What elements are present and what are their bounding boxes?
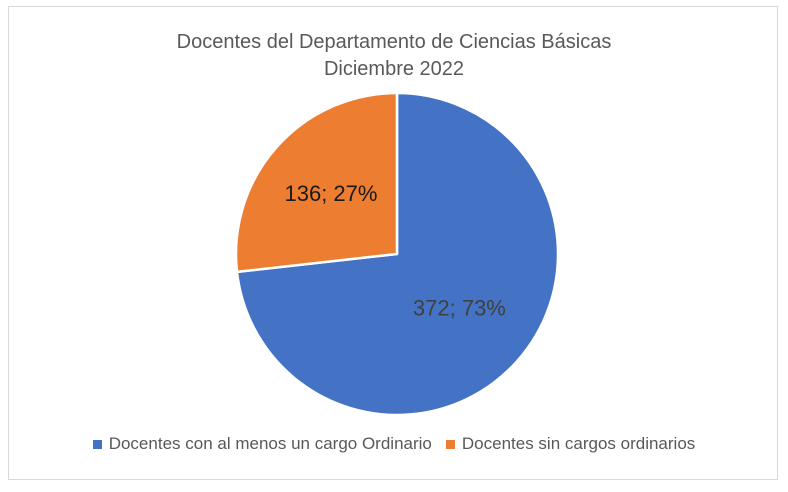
legend: Docentes con al menos un cargo Ordinario… bbox=[0, 433, 788, 455]
legend-item-sin-cargos: Docentes sin cargos ordinarios bbox=[445, 433, 696, 455]
legend-swatch-ordinario bbox=[92, 439, 102, 449]
legend-label-sin-cargos: Docentes sin cargos ordinarios bbox=[461, 434, 696, 453]
data-label-ordinario: 372; 73% bbox=[413, 296, 506, 321]
legend-swatch-sin-cargos bbox=[445, 439, 455, 449]
legend-label-ordinario: Docentes con al menos un cargo Ordinario bbox=[108, 434, 432, 453]
legend-item-ordinario: Docentes con al menos un cargo Ordinario bbox=[92, 433, 432, 455]
chart-title-line-1: Docentes del Departamento de Ciencias Bá… bbox=[176, 31, 612, 53]
chart-title: Docentes del Departamento de Ciencias Bá… bbox=[0, 29, 788, 83]
chart-title-line-2: Diciembre 2022 bbox=[323, 58, 465, 80]
pie-slice-sin-cargos bbox=[234, 91, 399, 274]
data-label-sin-cargos: 136; 27% bbox=[285, 181, 378, 206]
